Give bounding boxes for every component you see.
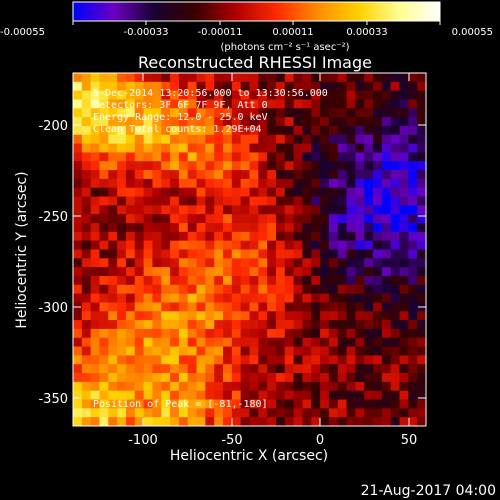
y-tick-label: -200 bbox=[38, 119, 68, 134]
x-tick-label: -100 bbox=[128, 433, 158, 448]
colorbar-tick-label: -0.00055 bbox=[0, 27, 45, 38]
y-tick-label: -250 bbox=[38, 210, 68, 225]
clean-total-counts-text: Clean Total counts: 1.29E+04 bbox=[93, 124, 262, 135]
detectors-text: Detectors: 3F 6F 7F 9F, Att 0 bbox=[93, 100, 268, 111]
y-axis-label: Heliocentric Y (arcsec) bbox=[14, 171, 30, 328]
colorbar-tick-label: 0.00011 bbox=[272, 27, 313, 38]
plot-frame bbox=[72, 72, 427, 427]
peak-position-text: Position of Peak = [-81,-180] bbox=[93, 399, 268, 410]
footer-timestamp: 21-Aug-2017 04:00 bbox=[361, 483, 496, 499]
x-axis-label: Heliocentric X (arcsec) bbox=[170, 448, 328, 464]
energy-range-text: Energy Range: 12.0 - 25.0 keV bbox=[93, 112, 268, 123]
colorbar: -0.00055 -0.00033 -0.00011 0.00011 0.000… bbox=[0, 1, 493, 53]
colorbar-tick-label: -0.00033 bbox=[124, 27, 169, 38]
x-tick-label: 0 bbox=[316, 433, 324, 448]
colorbar-ticks bbox=[72, 21, 441, 25]
time-range-text: 5-Dec-2014 13:20:56.000 to 13:30:56.000 bbox=[93, 88, 328, 99]
rhessi-image bbox=[73, 73, 426, 426]
x-tick-label: -50 bbox=[221, 433, 242, 448]
colorbar-bar bbox=[72, 1, 441, 22]
y-axis bbox=[73, 124, 426, 399]
image-annotations: 5-Dec-2014 13:20:56.000 to 13:30:56.000 … bbox=[93, 88, 328, 410]
colorbar-units-label: (photons cm⁻² s⁻¹ asec⁻²) bbox=[220, 42, 349, 53]
colorbar-tick-label: 0.00033 bbox=[346, 27, 387, 38]
x-axis bbox=[142, 73, 410, 426]
y-tick-label: -300 bbox=[38, 301, 68, 316]
colorbar-tick-label: 0.00055 bbox=[452, 27, 493, 38]
plot-title: Reconstructed RHESSI Image bbox=[138, 53, 372, 72]
y-tick-label: -350 bbox=[38, 392, 68, 407]
x-tick-label: 50 bbox=[401, 433, 418, 448]
colorbar-tick-label: -0.00011 bbox=[198, 27, 243, 38]
